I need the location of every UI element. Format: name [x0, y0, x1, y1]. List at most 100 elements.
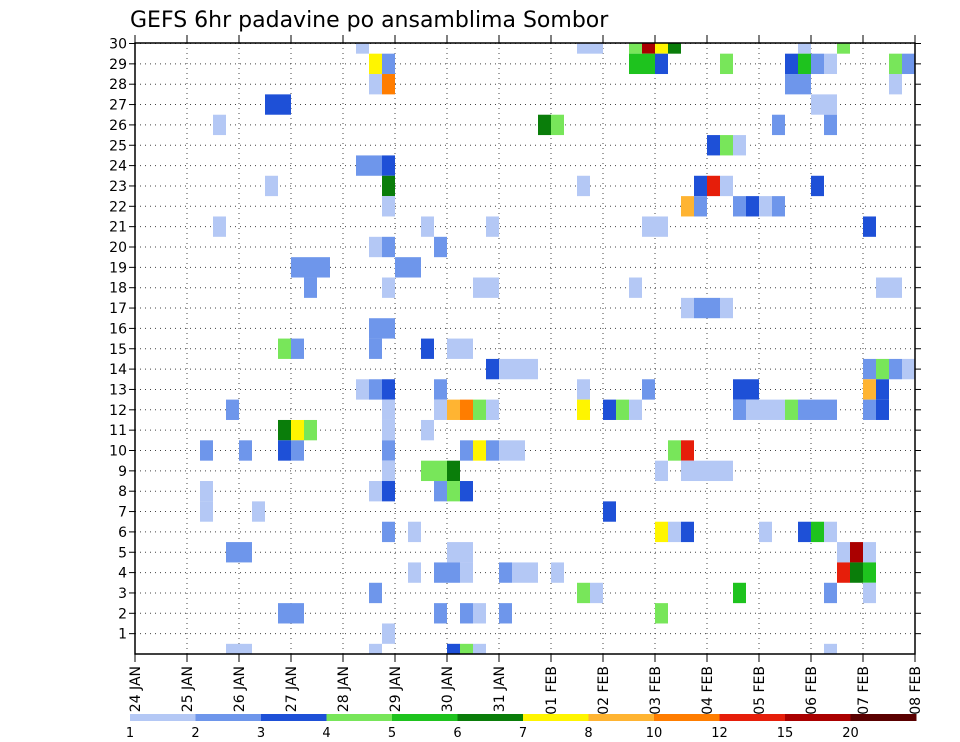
precip-cell	[525, 562, 538, 583]
y-tick-label: 11	[109, 423, 127, 439]
precip-cell	[642, 43, 655, 54]
precip-cell	[486, 440, 499, 461]
precip-cell	[265, 94, 278, 115]
x-tick-label: 31 JAN	[492, 666, 508, 712]
colorbar-segment	[654, 714, 720, 721]
chart-title: GEFS 6hr padavine po ansamblima Sombor	[130, 8, 609, 33]
colorbar-label: 1	[126, 726, 134, 741]
precip-cell	[746, 399, 759, 420]
y-tick-label: 22	[109, 199, 127, 215]
precip-cell	[772, 196, 785, 217]
precip-cell	[863, 542, 876, 563]
y-tick-label: 20	[109, 240, 127, 256]
precip-cell	[447, 542, 460, 563]
x-tick-label: 28 JAN	[336, 666, 352, 712]
precip-cell	[746, 196, 759, 217]
precip-cell	[369, 582, 382, 604]
precip-cell	[759, 196, 772, 217]
precip-cell	[668, 521, 681, 543]
precip-cell	[291, 419, 304, 441]
precip-cell	[460, 440, 473, 461]
precip-cell	[434, 603, 447, 624]
precip-cell	[811, 399, 824, 420]
y-tick-label: 15	[109, 342, 127, 358]
precip-cell	[824, 53, 837, 75]
precip-cell	[811, 94, 824, 115]
precip-cell	[876, 399, 889, 420]
precip-cell	[382, 440, 395, 461]
precip-cell	[460, 338, 473, 359]
precip-cell	[278, 440, 291, 461]
y-tick-label: 6	[118, 525, 127, 541]
precip-cell	[863, 399, 876, 420]
colorbar-segment	[195, 714, 262, 721]
precip-cell	[473, 643, 486, 654]
precip-cell	[837, 43, 850, 54]
precip-cell	[200, 501, 213, 522]
precip-cell	[369, 236, 382, 258]
precip-cell	[408, 562, 421, 583]
precip-cell	[499, 562, 512, 583]
precip-cell	[460, 603, 473, 624]
precip-cell	[460, 481, 473, 502]
precip-cell	[785, 74, 798, 95]
precip-cell	[382, 623, 395, 644]
precip-cell	[720, 53, 733, 75]
x-tick-label: 24 JAN	[128, 666, 144, 712]
precip-cell	[629, 399, 642, 420]
precip-cell	[811, 53, 824, 75]
colorbar-segment	[457, 714, 524, 721]
precip-cell	[473, 603, 486, 624]
x-tick-label: 06 FEB	[804, 666, 820, 715]
precip-cell	[382, 236, 395, 258]
precip-cell	[824, 114, 837, 136]
precip-cell	[889, 277, 902, 298]
y-tick-label: 9	[118, 464, 127, 480]
y-tick-label: 3	[118, 586, 127, 602]
precip-cell	[746, 379, 759, 400]
x-tick-label: 07 FEB	[856, 666, 872, 715]
precip-cell	[304, 277, 317, 298]
precip-cell	[902, 358, 915, 380]
precip-cell	[486, 277, 499, 298]
precip-cell	[824, 399, 837, 420]
precip-cell	[473, 440, 486, 461]
colorbar-label: 4	[322, 726, 330, 741]
precip-cell	[460, 562, 473, 583]
precip-cell	[655, 603, 668, 624]
precip-cell	[434, 399, 447, 420]
precip-cell	[642, 216, 655, 237]
y-tick-label: 23	[109, 179, 127, 195]
precip-cell	[577, 379, 590, 400]
precip-cell	[694, 297, 707, 319]
precip-cell	[239, 440, 252, 461]
precip-cell	[577, 175, 590, 197]
colorbar-segment	[326, 714, 393, 721]
x-tick-label: 02 FEB	[596, 666, 612, 715]
precip-cell	[603, 501, 616, 522]
precip-cell	[382, 399, 395, 420]
precip-cell	[421, 216, 434, 237]
precip-cell	[460, 643, 473, 654]
precip-cell	[356, 379, 369, 400]
precip-cell	[473, 277, 486, 298]
precip-cell	[863, 562, 876, 583]
x-tick-label: 03 FEB	[648, 666, 664, 715]
colorbar-label: 12	[711, 726, 728, 741]
x-tick-label: 29 JAN	[388, 666, 404, 712]
precip-cell	[655, 216, 668, 237]
precip-cell	[447, 338, 460, 359]
precip-cell	[278, 338, 291, 359]
precip-cell	[785, 399, 798, 420]
y-tick-label: 16	[109, 321, 127, 337]
precip-cell	[863, 216, 876, 237]
precip-cell	[798, 399, 811, 420]
precip-cell	[837, 562, 850, 583]
precip-cell	[655, 460, 668, 482]
precip-cell	[434, 379, 447, 400]
precip-cell	[213, 114, 226, 136]
precip-cell	[369, 155, 382, 176]
precip-cell	[421, 338, 434, 359]
colorbar: 1 2 3 4 5 6 7 8 10 12 15 20	[126, 714, 917, 741]
